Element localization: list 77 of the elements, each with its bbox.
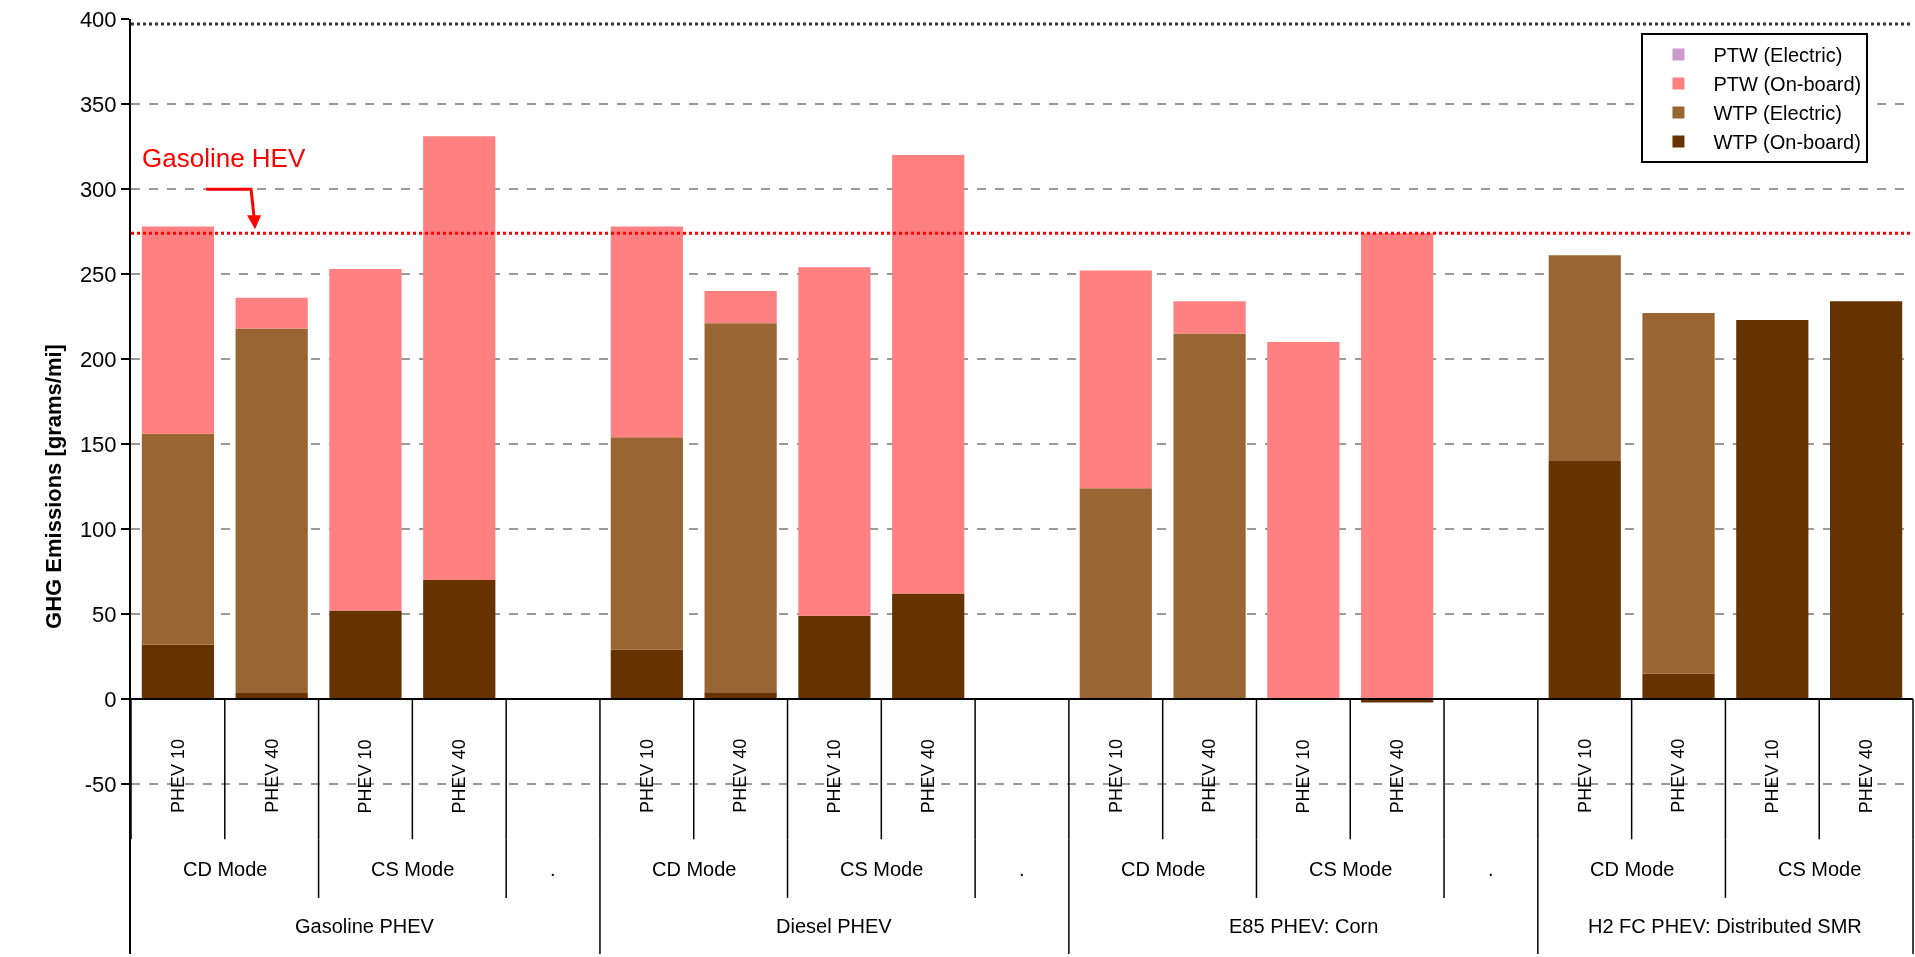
x-tick-label: PHEV 10 [1293,739,1314,814]
x-tick-label: PHEV 40 [261,738,282,813]
bar [798,267,871,616]
bar [235,297,308,329]
y-tick-label: -50 [84,771,117,797]
annotation: CD Mode [652,858,737,880]
y-tick-label: 150 [79,431,117,457]
bar [892,155,965,594]
x-tick-label: PHEV 40 [918,739,939,814]
bar [892,593,965,699]
y-tick-label: 50 [92,601,117,627]
annotation: CD Mode [183,858,268,880]
ref-line-label: Gasoline HEV [142,143,306,173]
bar [610,437,683,650]
bar [704,291,777,324]
annotation: . [1019,858,1025,880]
bar [423,136,496,580]
bar [1267,342,1340,699]
bar [1173,333,1246,699]
annotation: CS Mode [1309,858,1393,880]
x-tick-label: PHEV 10 [636,738,657,813]
y-tick-label: 250 [79,261,117,287]
y-tick-label: 350 [79,91,117,117]
x-tick-label: PHEV 10 [1762,739,1783,814]
y-tick-label: 0 [104,686,117,712]
y-tick-label: 200 [79,346,117,372]
bar [1642,313,1715,674]
bar [141,433,214,645]
bar [610,649,683,699]
bar [1548,255,1621,461]
annotation: CS Mode [371,858,455,880]
legend-label: WTP (Electric) [1713,102,1842,125]
x-tick-label: PHEV 10 [1574,738,1595,813]
legend-label: PTW (Electric) [1713,44,1843,67]
annotation: CD Mode [1590,858,1675,880]
annotation: CS Mode [840,858,924,880]
bar [798,615,871,699]
y-tick-label: 400 [79,6,117,32]
bar [1736,319,1809,699]
bar [329,610,402,699]
x-tick-label: PHEV 10 [355,739,376,814]
x-tick-label: PHEV 10 [1105,738,1126,813]
y-tick-label: 100 [79,516,117,542]
bar [1079,488,1152,699]
annotation: . [550,858,556,880]
bar [141,644,214,699]
bar [235,328,308,693]
annotation: . [1488,858,1494,880]
legend-label: WTP (On-board) [1713,131,1861,154]
x-tick-label: PHEV 10 [824,739,845,814]
y-axis-title: GHG Emissions [grams/mi] [41,344,67,629]
annotation: CD Mode [1121,858,1206,880]
annotation: H2 FC PHEV: Distributed SMR [1588,915,1862,937]
legend-label: PTW (On-board) [1713,73,1862,96]
bar [1830,301,1903,699]
bar [423,580,496,699]
annotation: Gasoline PHEV [295,915,435,937]
bar [141,226,214,434]
x-tick-label: PHEV 40 [730,738,751,813]
y-tick-label: 300 [79,176,117,202]
bar [1173,301,1246,334]
x-tick-label: PHEV 40 [1199,738,1220,813]
annotation: CS Mode [1778,858,1862,880]
bar [610,226,683,438]
x-tick-label: PHEV 40 [1668,738,1689,813]
x-tick-label: PHEV 10 [167,738,188,814]
bar [329,268,402,611]
annotation: Diesel PHEV [776,915,893,937]
x-tick-label: PHEV 40 [1387,739,1408,814]
annotation: E85 PHEV: Corn [1229,915,1379,937]
bar [1548,461,1621,699]
x-tick-label: PHEV 40 [449,739,470,814]
bar [1079,270,1152,489]
bar [1361,233,1434,699]
x-tick-label: PHEV 40 [1855,739,1876,814]
bar [704,323,777,693]
bar [1642,673,1715,699]
